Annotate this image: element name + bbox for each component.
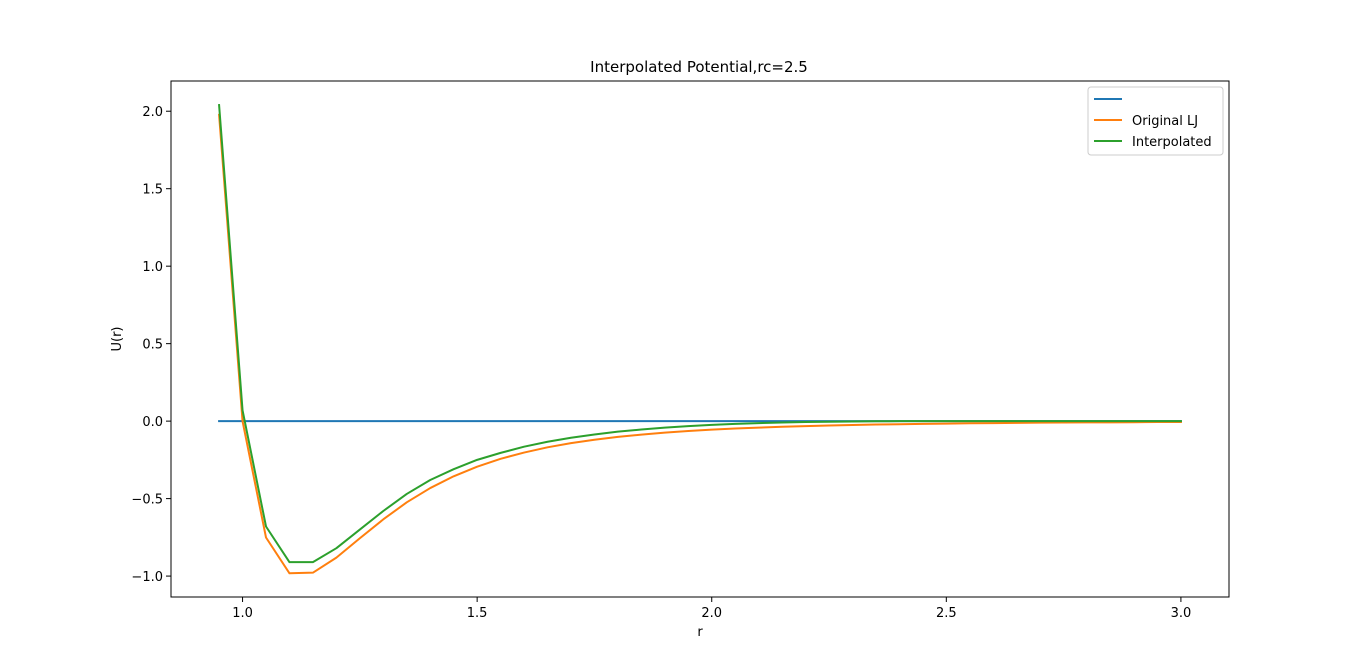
y-tick-label: −0.5 (131, 493, 163, 508)
y-tick-label: 1.5 (142, 183, 163, 198)
x-tick-label: 2.0 (701, 606, 722, 621)
legend: Original LJ Interpolated (1087, 86, 1224, 156)
x-tick-label: 1.0 (232, 606, 253, 621)
y-tick-label: 2.0 (142, 105, 163, 120)
y-tick-label: 0.0 (142, 415, 163, 430)
x-tick-label: 2.5 (936, 606, 957, 621)
series-line-1 (218, 113, 1182, 575)
y-tick-label: −1.0 (131, 570, 163, 585)
legend-label-2: Interpolated (1132, 135, 1212, 150)
y-axis: −1.0 −0.5 0.0 0.5 1.0 1.5 2.0 (131, 105, 171, 585)
x-axis: 1.0 1.5 2.0 2.5 3.0 (232, 597, 1191, 621)
series-line-2 (218, 103, 1182, 564)
y-axis-label: U(r) (110, 326, 125, 351)
y-tick-label: 1.0 (142, 260, 163, 275)
plot-frame (170, 80, 1230, 598)
legend-label-1: Original LJ (1132, 114, 1198, 129)
chart-title: Interpolated Potential,rc=2.5 (590, 58, 808, 76)
y-tick-label: 0.5 (142, 338, 163, 353)
x-tick-label: 3.0 (1171, 606, 1192, 621)
x-axis-label: r (697, 625, 703, 640)
series-layer (218, 103, 1182, 575)
x-tick-label: 1.5 (467, 606, 488, 621)
legend-frame (1087, 86, 1224, 156)
